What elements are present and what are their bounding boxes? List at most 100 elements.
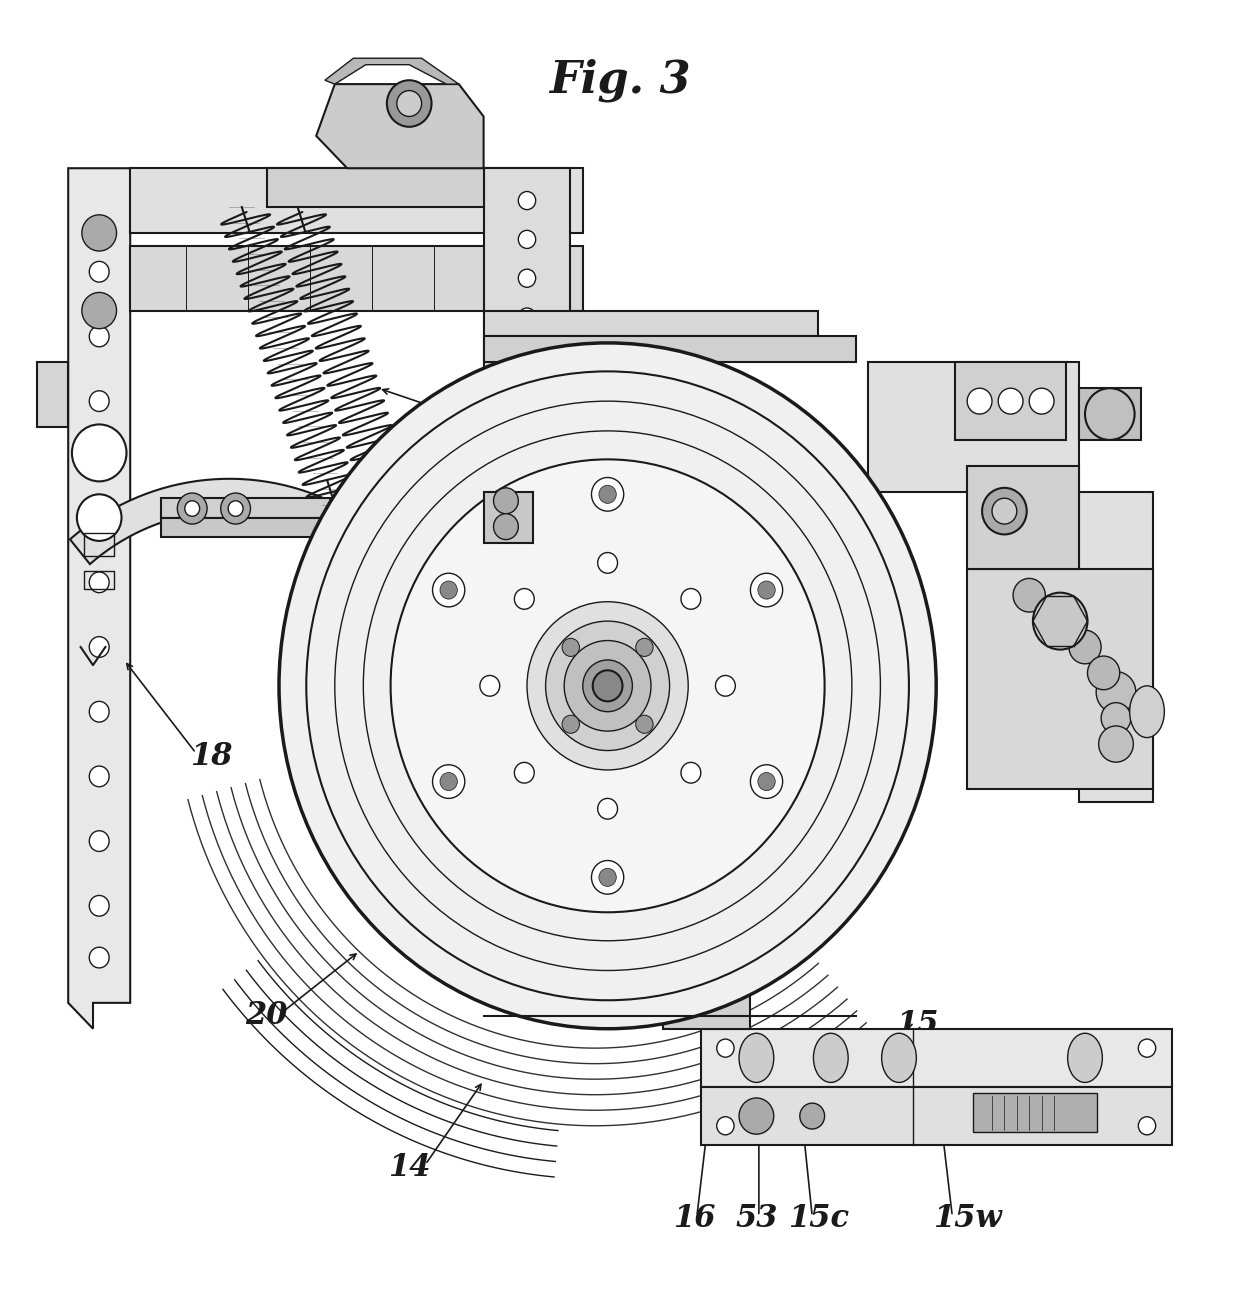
Circle shape bbox=[494, 514, 518, 540]
Text: 16: 16 bbox=[673, 1203, 715, 1234]
Circle shape bbox=[750, 573, 782, 607]
Polygon shape bbox=[967, 569, 1153, 789]
Polygon shape bbox=[967, 466, 1079, 569]
Circle shape bbox=[89, 261, 109, 282]
Circle shape bbox=[967, 388, 992, 414]
Circle shape bbox=[739, 1097, 774, 1134]
Circle shape bbox=[518, 269, 536, 287]
Circle shape bbox=[1029, 388, 1054, 414]
Circle shape bbox=[515, 762, 534, 783]
Circle shape bbox=[717, 1039, 734, 1057]
Polygon shape bbox=[69, 479, 474, 699]
Polygon shape bbox=[316, 84, 484, 168]
Circle shape bbox=[228, 501, 243, 516]
Circle shape bbox=[681, 762, 701, 783]
Circle shape bbox=[992, 498, 1017, 524]
Text: 14: 14 bbox=[388, 1152, 430, 1183]
Circle shape bbox=[89, 637, 109, 657]
Circle shape bbox=[583, 660, 632, 712]
Circle shape bbox=[494, 488, 518, 514]
Polygon shape bbox=[484, 336, 856, 362]
Circle shape bbox=[433, 573, 465, 607]
Text: 55: 55 bbox=[1089, 547, 1131, 578]
Circle shape bbox=[397, 91, 422, 116]
Circle shape bbox=[599, 868, 616, 886]
Polygon shape bbox=[130, 246, 583, 311]
Polygon shape bbox=[267, 168, 484, 207]
Circle shape bbox=[440, 581, 458, 599]
Circle shape bbox=[527, 602, 688, 770]
Circle shape bbox=[515, 589, 534, 609]
Circle shape bbox=[564, 641, 651, 731]
Circle shape bbox=[89, 326, 109, 347]
Polygon shape bbox=[37, 362, 68, 427]
Circle shape bbox=[518, 386, 536, 404]
Circle shape bbox=[1101, 703, 1131, 734]
Circle shape bbox=[591, 861, 624, 894]
Text: 18: 18 bbox=[190, 741, 232, 773]
Circle shape bbox=[750, 765, 782, 798]
Polygon shape bbox=[484, 492, 533, 543]
FancyBboxPatch shape bbox=[973, 1093, 1097, 1132]
Circle shape bbox=[982, 488, 1027, 534]
Circle shape bbox=[89, 572, 109, 593]
Circle shape bbox=[1099, 726, 1133, 762]
Circle shape bbox=[413, 493, 443, 524]
Ellipse shape bbox=[739, 1033, 774, 1082]
Text: 20: 20 bbox=[246, 1000, 288, 1031]
Text: 15w: 15w bbox=[932, 1203, 1002, 1234]
Circle shape bbox=[1138, 1039, 1156, 1057]
Circle shape bbox=[89, 391, 109, 411]
Circle shape bbox=[518, 192, 536, 210]
Polygon shape bbox=[161, 498, 490, 518]
Polygon shape bbox=[868, 362, 1153, 802]
Polygon shape bbox=[955, 362, 1066, 440]
Circle shape bbox=[998, 388, 1023, 414]
Circle shape bbox=[598, 553, 618, 573]
Circle shape bbox=[89, 831, 109, 851]
Circle shape bbox=[82, 292, 117, 329]
Text: 19: 19 bbox=[605, 453, 647, 484]
Circle shape bbox=[391, 459, 825, 912]
Circle shape bbox=[636, 638, 653, 656]
Circle shape bbox=[518, 308, 536, 326]
Circle shape bbox=[387, 80, 432, 127]
Ellipse shape bbox=[813, 1033, 848, 1082]
Circle shape bbox=[636, 716, 653, 734]
Circle shape bbox=[1033, 593, 1087, 650]
Polygon shape bbox=[484, 168, 570, 518]
Circle shape bbox=[89, 895, 109, 916]
Circle shape bbox=[599, 485, 616, 503]
Polygon shape bbox=[68, 168, 130, 1029]
Circle shape bbox=[591, 477, 624, 511]
Ellipse shape bbox=[1130, 686, 1164, 738]
Text: 15: 15 bbox=[897, 1009, 939, 1040]
Circle shape bbox=[593, 670, 622, 701]
Circle shape bbox=[1087, 656, 1120, 690]
Polygon shape bbox=[130, 168, 583, 233]
Circle shape bbox=[177, 493, 207, 524]
Circle shape bbox=[89, 947, 109, 968]
Text: 15c: 15c bbox=[787, 1203, 849, 1234]
Polygon shape bbox=[1079, 388, 1141, 440]
Circle shape bbox=[546, 621, 670, 751]
Text: Fig. 3: Fig. 3 bbox=[549, 58, 691, 102]
Polygon shape bbox=[161, 518, 434, 537]
Circle shape bbox=[518, 424, 536, 443]
Circle shape bbox=[77, 494, 122, 541]
Polygon shape bbox=[325, 58, 459, 84]
Text: 53: 53 bbox=[735, 1203, 777, 1234]
Polygon shape bbox=[663, 970, 750, 1029]
Circle shape bbox=[598, 798, 618, 819]
Circle shape bbox=[518, 230, 536, 248]
Circle shape bbox=[562, 638, 579, 656]
Circle shape bbox=[82, 215, 117, 251]
Circle shape bbox=[717, 1117, 734, 1135]
Circle shape bbox=[420, 501, 435, 516]
Circle shape bbox=[518, 463, 536, 481]
Text: 54: 54 bbox=[1045, 696, 1087, 727]
Circle shape bbox=[72, 424, 126, 481]
Circle shape bbox=[480, 675, 500, 696]
Circle shape bbox=[89, 766, 109, 787]
Circle shape bbox=[89, 701, 109, 722]
